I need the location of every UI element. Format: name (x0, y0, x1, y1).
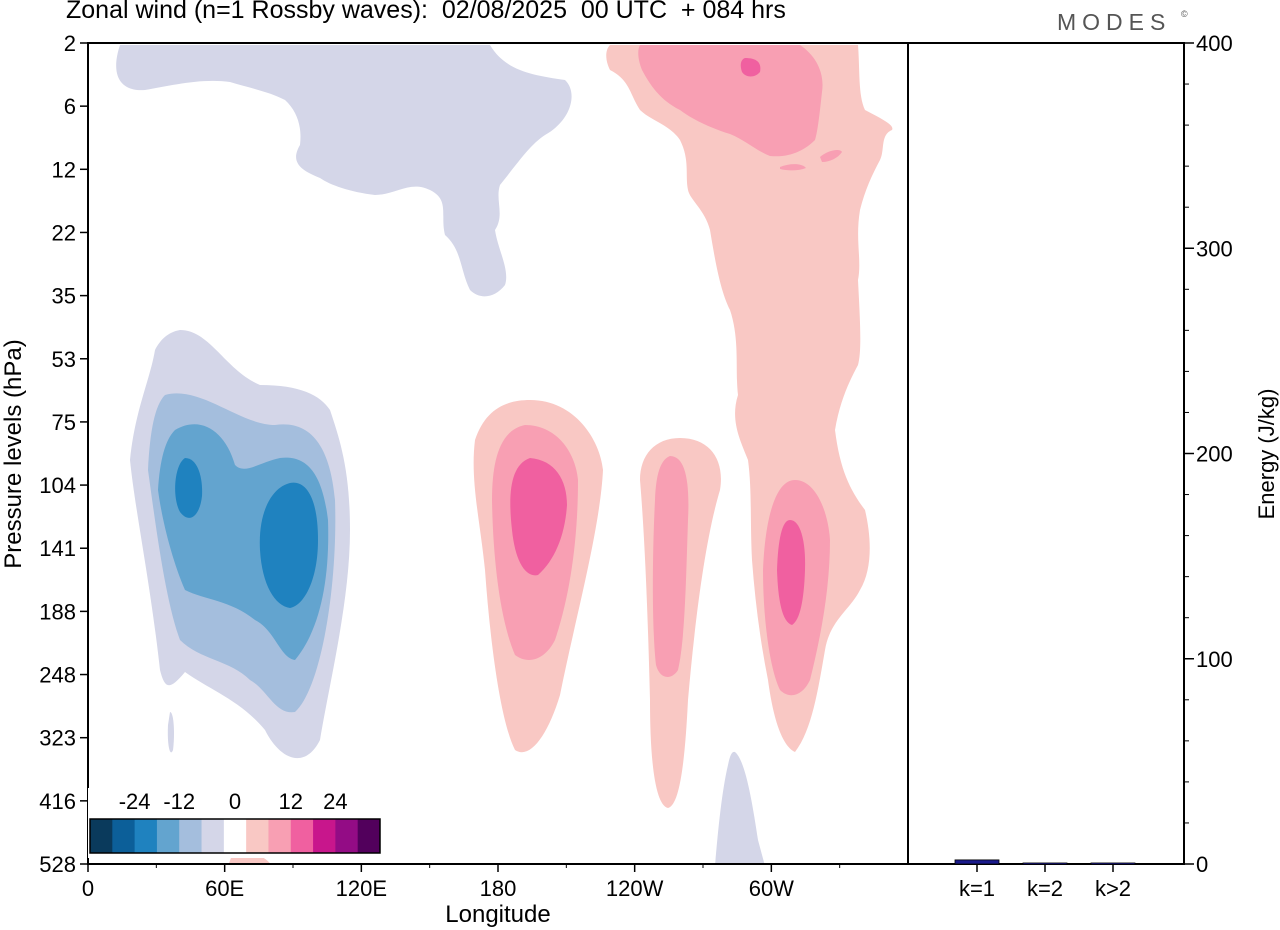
contour-field (116, 45, 893, 864)
colorbar-tick-label: 0 (229, 789, 241, 814)
energy-bar (954, 859, 1000, 865)
colorbar-swatch (223, 819, 247, 853)
chart-title: Zonal wind (n=1 Rossby waves): 02/08/202… (66, 0, 786, 24)
y-tick-label: 416 (39, 789, 76, 814)
pressure-axis: 2 6 12 22 35 53 75 104 141 188 248 323 416 528 (39, 31, 88, 877)
y-tick-label: 248 (39, 663, 76, 688)
colorbar-swatch (156, 819, 180, 853)
y-tick-label: 22 (52, 220, 76, 245)
y-tick-label: 141 (39, 536, 76, 561)
contour-neg-2-left-sliver (167, 712, 174, 753)
contour-pos-6-b (652, 456, 689, 677)
x-tick-label: 0 (82, 876, 94, 901)
energy-tick-label: 0 (1196, 852, 1208, 877)
colorbar-swatch (134, 819, 158, 853)
y-tick-label: 528 (39, 852, 76, 877)
colorbar-tick-label: 12 (279, 789, 303, 814)
contour-neg-2-bottom (715, 751, 765, 864)
x-tick-label: 60E (205, 876, 244, 901)
x-tick-label: 60W (749, 876, 794, 901)
y-axis-label: Pressure levels (hPa) (0, 339, 27, 568)
energy-axis-label: Energy (J/kg) (1254, 389, 1279, 520)
colorbar-tick-label: -24 (119, 789, 151, 814)
colorbar-swatch (335, 819, 359, 853)
y-tick-label: 188 (39, 599, 76, 624)
y-tick-label: 35 (52, 284, 76, 309)
contour-pos-12-c-lower (777, 520, 806, 625)
energy-tick-label: 200 (1196, 442, 1233, 467)
colorbar-swatch (313, 819, 336, 853)
colorbar: -24 -12 0 12 24 (88, 788, 382, 858)
contour-pos-6-c-blob-a (820, 149, 842, 162)
contour-neg-upper (116, 45, 572, 297)
energy-axis: 0 100 200 300 400 (1184, 31, 1233, 877)
colorbar-swatch (290, 819, 314, 853)
energy-plot-frame (907, 42, 1185, 865)
brand-copyright-mark: © (1181, 9, 1188, 19)
x-tick-label: 120E (336, 876, 387, 901)
energy-tick-label: 300 (1196, 236, 1233, 261)
energy-bars: k=1 k=2 k>2 (954, 859, 1136, 901)
colorbar-swatch (179, 819, 203, 853)
y-tick-label: 323 (39, 726, 76, 751)
x-axis-label: Longitude (445, 901, 550, 928)
contour-pos-12-c-upper (740, 58, 761, 77)
colorbar-tick-label: -12 (163, 789, 195, 814)
energy-category-label: k=1 (959, 876, 995, 901)
y-tick-label: 6 (64, 94, 76, 119)
energy-category-label: k=2 (1027, 876, 1063, 901)
y-tick-label: 104 (39, 473, 76, 498)
energy-category-label: k>2 (1095, 876, 1131, 901)
energy-tick-label: 400 (1196, 31, 1233, 56)
y-tick-label: 53 (52, 347, 76, 372)
colorbar-frame (89, 818, 381, 854)
x-tick-label: 180 (480, 876, 517, 901)
brand-logo: MODES (1057, 9, 1172, 35)
x-tick-label: 120W (606, 876, 664, 901)
colorbar-swatch (268, 819, 292, 853)
contour-pos-6-c-blob-b (780, 164, 806, 171)
colorbar-swatch (357, 819, 381, 853)
energy-tick-label: 100 (1196, 647, 1233, 672)
longitude-axis: 0 60E 120E 180 120W 60W (82, 864, 841, 901)
contour-pos-12-a (510, 458, 567, 576)
y-tick-label: 12 (52, 157, 76, 182)
colorbar-tick-label: 24 (323, 789, 347, 814)
y-tick-label: 2 (64, 31, 76, 56)
contour-neg-18-core-b (259, 482, 318, 608)
colorbar-swatch (112, 819, 136, 853)
colorbar-swatch (246, 819, 269, 853)
contour-neg-18-core-a (175, 458, 203, 518)
colorbar-swatch (90, 819, 113, 853)
y-tick-label: 75 (52, 410, 76, 435)
contour-pos-6-c-upper (638, 45, 823, 157)
colorbar-swatch (201, 819, 225, 853)
